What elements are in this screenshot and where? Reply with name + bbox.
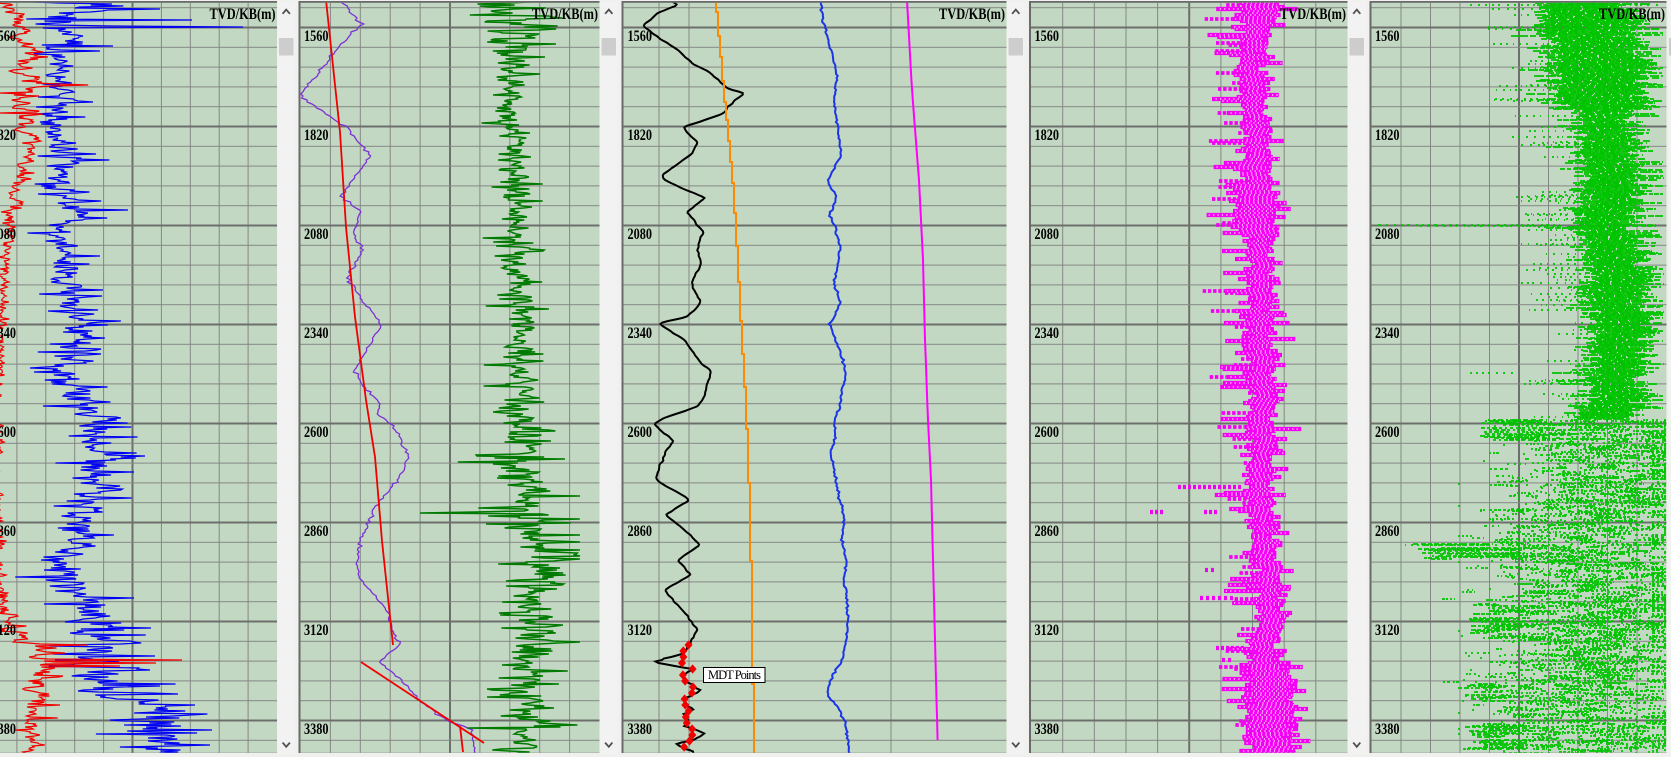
svg-text:1560: 1560 xyxy=(1375,28,1400,45)
svg-text:1820: 1820 xyxy=(0,127,16,144)
svg-text:2080: 2080 xyxy=(1035,226,1060,243)
svg-text:3380: 3380 xyxy=(1375,721,1400,738)
svg-text:TVD/KB(m): TVD/KB(m) xyxy=(1280,6,1346,23)
svg-text:2080: 2080 xyxy=(628,226,653,243)
svg-text:TVD/KB(m): TVD/KB(m) xyxy=(939,6,1005,23)
svg-text:3380: 3380 xyxy=(304,721,329,738)
svg-text:1560: 1560 xyxy=(0,28,16,45)
svg-text:2340: 2340 xyxy=(628,325,653,342)
svg-text:3380: 3380 xyxy=(628,721,653,738)
svg-text:2080: 2080 xyxy=(304,226,329,243)
svg-text:1820: 1820 xyxy=(304,127,329,144)
svg-text:3120: 3120 xyxy=(1375,622,1400,639)
svg-text:1560: 1560 xyxy=(304,28,329,45)
svg-text:2600: 2600 xyxy=(1375,424,1400,441)
svg-text:TVD/KB(m): TVD/KB(m) xyxy=(1599,6,1665,23)
svg-text:MDT Points: MDT Points xyxy=(708,668,761,682)
svg-text:2860: 2860 xyxy=(304,523,329,540)
svg-text:2340: 2340 xyxy=(0,325,16,342)
svg-text:3120: 3120 xyxy=(628,622,653,639)
svg-text:TVD/KB(m): TVD/KB(m) xyxy=(210,6,276,23)
svg-text:1820: 1820 xyxy=(628,127,653,144)
svg-text:1820: 1820 xyxy=(1375,127,1400,144)
svg-text:2340: 2340 xyxy=(1035,325,1060,342)
svg-text:1560: 1560 xyxy=(628,28,653,45)
svg-text:2860: 2860 xyxy=(628,523,653,540)
svg-text:2860: 2860 xyxy=(1035,523,1060,540)
svg-text:1820: 1820 xyxy=(1035,127,1060,144)
svg-text:2080: 2080 xyxy=(1375,226,1400,243)
svg-text:2600: 2600 xyxy=(304,424,329,441)
svg-text:1560: 1560 xyxy=(1035,28,1060,45)
svg-text:2340: 2340 xyxy=(304,325,329,342)
svg-text:2340: 2340 xyxy=(1375,325,1400,342)
svg-text:2600: 2600 xyxy=(0,424,16,441)
svg-text:2600: 2600 xyxy=(628,424,653,441)
svg-text:3120: 3120 xyxy=(0,622,16,639)
svg-text:3120: 3120 xyxy=(304,622,329,639)
svg-text:2860: 2860 xyxy=(1375,523,1400,540)
svg-text:3120: 3120 xyxy=(1035,622,1060,639)
svg-text:TVD/KB(m): TVD/KB(m) xyxy=(532,6,598,23)
svg-text:3380: 3380 xyxy=(1035,721,1060,738)
svg-text:2860: 2860 xyxy=(0,523,16,540)
svg-text:2600: 2600 xyxy=(1035,424,1060,441)
svg-text:3380: 3380 xyxy=(0,721,16,738)
svg-text:2080: 2080 xyxy=(0,226,16,243)
